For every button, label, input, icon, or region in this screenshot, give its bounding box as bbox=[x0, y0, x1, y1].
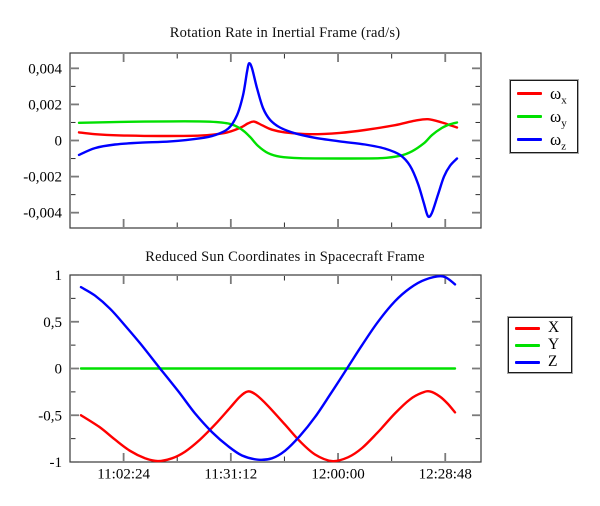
series-x bbox=[79, 389, 457, 463]
y-tick-label: 1 bbox=[55, 268, 63, 284]
legend-label-omega-x: ωx bbox=[550, 84, 567, 107]
legend-line-x bbox=[515, 326, 540, 330]
legend-line-omega-y bbox=[517, 115, 542, 118]
y-tick-label: -0,002 bbox=[23, 170, 62, 186]
legend-line-z bbox=[515, 360, 540, 364]
y-tick-label: 0 bbox=[55, 134, 63, 150]
legend-item-x: X bbox=[509, 320, 571, 337]
legend-label-omega-y: ωy bbox=[550, 107, 567, 130]
legend-item-omega-z: ωz bbox=[511, 130, 577, 153]
y-tick-label: 0,5 bbox=[43, 315, 62, 331]
x-tick-label: 11:02:24 bbox=[97, 467, 150, 483]
chart2-legend: X Y Z bbox=[507, 316, 573, 374]
legend-item-omega-y: ωy bbox=[511, 107, 577, 130]
y-tick-label: -0,004 bbox=[23, 206, 62, 222]
x-tick-label: 12:28:48 bbox=[419, 467, 472, 483]
y-tick-label: -0,5 bbox=[38, 408, 62, 424]
legend-label-y: Y bbox=[548, 336, 560, 354]
series-omega-y bbox=[77, 120, 459, 160]
chart2-title: Reduced Sun Coordinates in Spacecraft Fr… bbox=[145, 249, 425, 265]
legend-line-y bbox=[515, 343, 540, 347]
chart1-title: Rotation Rate in Inertial Frame (rad/s) bbox=[169, 25, 401, 41]
legend-item-z: Z bbox=[509, 354, 571, 371]
y-tick-label: 0,004 bbox=[28, 61, 62, 77]
legend-item-omega-x: ωx bbox=[511, 84, 577, 107]
y-tick-label: 0,002 bbox=[28, 97, 62, 113]
legend-line-omega-z bbox=[517, 138, 542, 141]
legend-label-omega-z: ωz bbox=[550, 130, 567, 153]
series-omega-x bbox=[77, 117, 459, 138]
plot-frame bbox=[69, 274, 482, 463]
legend-label-x: X bbox=[548, 319, 560, 337]
y-tick-label: 0 bbox=[55, 362, 63, 378]
series-omega-z bbox=[77, 62, 459, 219]
chart1-legend: ωx ωy ωz bbox=[509, 79, 579, 154]
x-tick-label: 12:00:00 bbox=[311, 467, 364, 483]
legend-item-y: Y bbox=[509, 337, 571, 354]
x-tick-label: 11:31:12 bbox=[204, 467, 257, 483]
y-tick-label: -1 bbox=[50, 455, 63, 471]
legend-line-omega-x bbox=[517, 92, 542, 95]
legend-label-z: Z bbox=[548, 353, 558, 371]
series-z bbox=[79, 275, 457, 462]
plot-frame bbox=[69, 52, 482, 229]
